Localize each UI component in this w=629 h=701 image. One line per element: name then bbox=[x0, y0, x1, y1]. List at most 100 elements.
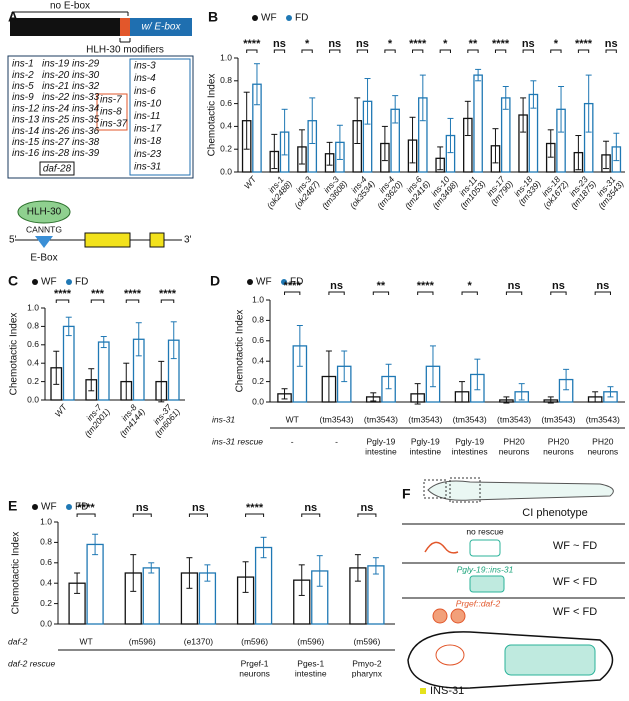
sig-bracket bbox=[494, 49, 507, 53]
sig-bracket bbox=[273, 49, 286, 53]
y-tick-label: 0.4 bbox=[27, 357, 39, 367]
sig-label: **** bbox=[492, 38, 510, 50]
x-tick-label: (tm3543) bbox=[541, 414, 575, 424]
sig-bracket bbox=[412, 49, 424, 53]
x-tick-label: Pges-1 bbox=[297, 658, 324, 668]
label: w/ E-box bbox=[142, 22, 182, 33]
bar bbox=[142, 567, 160, 625]
legend-marker bbox=[286, 15, 292, 21]
sig-bracket bbox=[125, 299, 140, 303]
x-tick-label: WT bbox=[242, 174, 259, 191]
error-bar bbox=[260, 536, 267, 559]
gene-block bbox=[10, 18, 120, 36]
sig-label: ns bbox=[605, 38, 618, 50]
gene: ins-22 bbox=[42, 92, 70, 103]
legend-label: FD bbox=[295, 13, 308, 24]
error-bar bbox=[563, 368, 570, 391]
sig-bracket bbox=[90, 299, 105, 303]
sig-label: **** bbox=[417, 280, 435, 292]
error-bar bbox=[518, 383, 525, 401]
error-bar bbox=[414, 383, 421, 405]
gene-block bbox=[130, 18, 192, 36]
tf bbox=[17, 200, 71, 224]
x-tick-label: PH20 bbox=[503, 436, 525, 446]
sig-bracket bbox=[594, 291, 611, 295]
y-tick-label: 0.0 bbox=[40, 618, 52, 628]
y-tick-label: 0.8 bbox=[252, 315, 264, 325]
sig-bracket bbox=[132, 513, 152, 517]
gene: ins-20 bbox=[42, 70, 70, 81]
sig-label: ns bbox=[356, 38, 369, 50]
gene: ins-1 bbox=[12, 59, 34, 70]
panel-a: no E-box w/ E-box HLH-30 modifiers daf-2… bbox=[7, 1, 194, 264]
sig-label: ** bbox=[377, 280, 386, 292]
y-tick-label: 0.2 bbox=[252, 376, 264, 386]
x-tick-label: (m596) bbox=[241, 636, 268, 646]
error-bar bbox=[123, 362, 130, 401]
error-bar bbox=[464, 100, 471, 137]
error-bar bbox=[502, 86, 509, 110]
sig-bracket bbox=[356, 49, 369, 53]
legend-marker bbox=[66, 279, 72, 285]
x-tick-label-group: ins-4(tm3620) bbox=[375, 174, 405, 211]
x-tick-label: neurons bbox=[499, 446, 530, 456]
gene: ins-27 bbox=[42, 137, 70, 148]
x-tick-label: (tm3543) bbox=[320, 414, 354, 424]
gene: daf-28 bbox=[43, 164, 72, 175]
error-bar bbox=[492, 128, 499, 164]
gene-block bbox=[120, 18, 130, 36]
icon bbox=[450, 608, 466, 624]
x-tick-label-group: ins-8(tm4144) bbox=[117, 402, 147, 439]
sig-label: * bbox=[443, 38, 448, 50]
gene: ins-15 bbox=[12, 137, 40, 148]
error-bar bbox=[558, 86, 565, 133]
legend-label: FD bbox=[75, 277, 88, 288]
bar bbox=[473, 74, 483, 173]
x-tick-label-group: ins-7(tm2001) bbox=[82, 402, 112, 439]
label: Prgef::daf-2 bbox=[456, 598, 501, 608]
legend-marker bbox=[247, 279, 253, 285]
result: WF ~ FD bbox=[553, 540, 597, 552]
result: WF < FD bbox=[553, 606, 597, 618]
x-tick-label: WT bbox=[79, 636, 92, 646]
legend-label: WF bbox=[256, 277, 272, 288]
sig-bracket bbox=[245, 513, 265, 517]
sig-label: ns bbox=[328, 38, 341, 50]
x-tick-label-group: ins-6(tm2416) bbox=[403, 174, 433, 211]
gene: ins-2 bbox=[12, 70, 34, 81]
x-tick-label: PH20 bbox=[548, 436, 570, 446]
sig-label: ns bbox=[596, 280, 609, 292]
gene: ins-16 bbox=[12, 148, 40, 159]
error-bar bbox=[242, 561, 249, 593]
y-tick-label: 1.0 bbox=[40, 516, 52, 526]
label: CANNTG bbox=[26, 224, 62, 234]
gene: ins-36 bbox=[72, 126, 100, 137]
gene: ins-25 bbox=[42, 115, 70, 126]
x-tick-label-group: WT bbox=[242, 174, 259, 191]
legend-label: FD bbox=[290, 277, 303, 288]
legend-marker bbox=[32, 279, 38, 285]
sig-label: ns bbox=[360, 502, 373, 514]
x-tick-label-group: ins-23(tm1875) bbox=[567, 174, 598, 211]
y-tick-label: 0.0 bbox=[27, 394, 39, 404]
sig-bracket bbox=[284, 291, 301, 295]
x-tick-label: (tm3543) bbox=[453, 414, 487, 424]
error-bar bbox=[503, 396, 510, 404]
gene: ins-35 bbox=[72, 115, 100, 126]
x-tick-label: (m596) bbox=[297, 636, 324, 646]
gene-box bbox=[7, 55, 194, 179]
error-bar bbox=[92, 533, 99, 556]
y-tick-label: 0.0 bbox=[220, 166, 232, 176]
legend-marker bbox=[32, 504, 38, 510]
x-tick-label: (m596) bbox=[129, 636, 156, 646]
error-bar bbox=[429, 345, 436, 388]
sig-bracket bbox=[55, 299, 70, 303]
gene: ins-12 bbox=[12, 103, 40, 114]
neuron bbox=[435, 644, 465, 666]
gene: ins-37 bbox=[100, 119, 128, 130]
error-bar bbox=[281, 388, 288, 400]
sig-label: **** bbox=[159, 288, 177, 300]
gene: ins-7 bbox=[100, 95, 122, 106]
legend-label: FD bbox=[75, 502, 88, 513]
